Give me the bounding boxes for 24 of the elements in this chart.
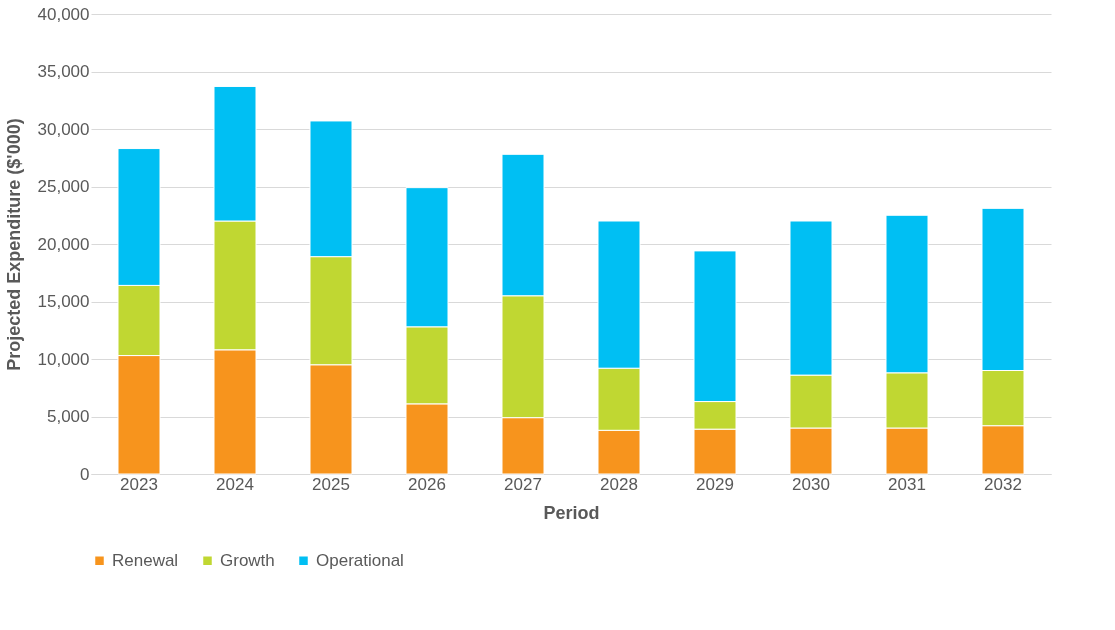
x-tick-label: 2029 xyxy=(696,474,734,494)
y-tick-label: 40,000 xyxy=(37,4,90,24)
y-tick-label: 10,000 xyxy=(37,349,90,369)
x-tick-label: 2024 xyxy=(216,474,254,494)
y-tick-label: 20,000 xyxy=(37,234,90,254)
x-tick-label: 2026 xyxy=(408,474,446,494)
x-axis-title: Period xyxy=(543,502,600,523)
x-tick-label: 2028 xyxy=(600,474,638,494)
legend-label: Growth xyxy=(220,550,275,570)
y-tick-label: 30,000 xyxy=(37,119,90,139)
x-tick-label: 2025 xyxy=(312,474,350,494)
y-tick-label: 35,000 xyxy=(37,62,90,81)
legend-label: Renewal xyxy=(112,550,179,570)
y-axis-title: Projected Expenditure ($'000) xyxy=(3,118,24,371)
x-tick-label: 2023 xyxy=(120,474,158,494)
x-tick-label: 2032 xyxy=(984,474,1022,494)
x-tick-label: 2031 xyxy=(888,474,926,494)
x-tick-label: 2027 xyxy=(504,474,542,494)
x-tick-label: 2030 xyxy=(792,474,830,494)
legend-label: Operational xyxy=(316,550,404,570)
y-tick-label: 0 xyxy=(80,464,90,484)
y-tick-label: 5,000 xyxy=(46,407,90,426)
y-tick-label: 25,000 xyxy=(37,177,90,196)
y-tick-label: 15,000 xyxy=(37,292,90,311)
